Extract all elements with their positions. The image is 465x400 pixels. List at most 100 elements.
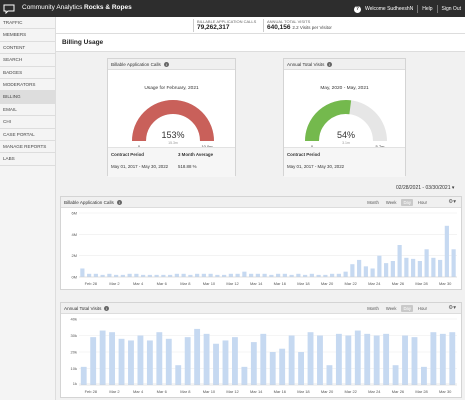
chart-bar[interactable] <box>350 264 355 277</box>
chart-bar[interactable] <box>439 333 446 385</box>
chart-bar[interactable] <box>424 249 429 277</box>
sidebar-item-chi[interactable]: CHI <box>0 116 56 129</box>
chart-bar[interactable] <box>336 273 341 277</box>
info-icon[interactable]: i <box>104 306 110 312</box>
chart-bar[interactable] <box>402 335 408 386</box>
date-range-picker[interactable]: 02/28/2021 - 03/30/2021 ▾ <box>396 185 454 191</box>
chart-bar[interactable] <box>392 365 399 385</box>
info-icon[interactable]: i <box>116 200 122 206</box>
sidebar-item-badges[interactable]: BADGES <box>0 67 56 79</box>
sidebar-item-content[interactable]: CONTENT <box>0 42 56 55</box>
chart-bar[interactable] <box>100 274 105 277</box>
chart-bar[interactable] <box>174 273 179 277</box>
chart-bar[interactable] <box>335 333 342 385</box>
chart-bar[interactable] <box>282 273 287 277</box>
chart-bar[interactable] <box>276 273 281 277</box>
chart-bar[interactable] <box>384 263 389 277</box>
chart-bar[interactable] <box>228 273 233 277</box>
sidebar-item-billing[interactable]: BILLING <box>0 91 56 104</box>
chart-bar[interactable] <box>411 258 416 277</box>
chart-bar[interactable] <box>357 259 362 277</box>
chart-bar[interactable] <box>260 333 267 385</box>
chart-bar[interactable] <box>208 273 213 277</box>
sidebar-item-members[interactable]: MEMBERS <box>0 29 56 42</box>
chart-bar[interactable] <box>262 273 267 277</box>
chart-bar[interactable] <box>99 330 106 385</box>
chart-bar[interactable] <box>345 335 352 386</box>
chart-bar[interactable] <box>107 273 112 277</box>
chart-bar[interactable] <box>377 255 382 277</box>
chart-bar[interactable] <box>449 332 456 385</box>
chart-bar[interactable] <box>134 273 139 277</box>
sidebar-item-labs[interactable]: LABS <box>0 153 56 166</box>
chart-bar[interactable] <box>128 340 134 385</box>
chart-bar[interactable] <box>213 343 219 385</box>
sidebar-item-traffic[interactable]: TRAFFIC <box>0 17 56 30</box>
chart-bar[interactable] <box>430 332 437 385</box>
chart-bar[interactable] <box>165 338 172 385</box>
toggle-week[interactable]: Week <box>385 306 397 311</box>
chart-bar[interactable] <box>195 273 200 277</box>
chart-bar[interactable] <box>249 273 254 277</box>
chart-bar[interactable] <box>87 273 92 277</box>
welcome-text[interactable]: Welcome SudheeshN <box>364 6 414 12</box>
chart-bar[interactable] <box>184 337 191 385</box>
chart-bar[interactable] <box>80 366 87 385</box>
chart-bar[interactable] <box>215 274 220 277</box>
chart-bar[interactable] <box>137 335 144 386</box>
sidebar-item-moderators[interactable]: MODERATORS <box>0 79 56 92</box>
chart-bar[interactable] <box>235 273 240 277</box>
chart-bar[interactable] <box>404 257 409 277</box>
chart-bar[interactable] <box>390 261 395 277</box>
chart-bar[interactable] <box>296 273 301 277</box>
info-icon[interactable]: i <box>327 62 333 68</box>
toggle-hour[interactable]: Hour <box>417 200 427 205</box>
sidebar-item-email[interactable]: EMAIL <box>0 104 56 117</box>
chart-bar[interactable] <box>303 274 308 277</box>
chart-bar[interactable] <box>373 335 380 386</box>
sidebar-item-case-portal[interactable]: CASE PORTAL <box>0 129 56 141</box>
chart-bar[interactable] <box>438 259 443 277</box>
chart-bar[interactable] <box>298 352 305 385</box>
chart-bar[interactable] <box>201 273 206 277</box>
chart-bar[interactable] <box>363 266 368 277</box>
chart-bar[interactable] <box>194 328 201 385</box>
gear-icon[interactable]: ⚙▾ <box>448 199 456 205</box>
chart-bar[interactable] <box>241 366 248 385</box>
chart-bar[interactable] <box>383 333 390 385</box>
org-name[interactable]: Rocks & Ropes <box>84 4 132 11</box>
chart-bar[interactable] <box>141 274 146 277</box>
chart-bar[interactable] <box>222 340 229 385</box>
chart-bar[interactable] <box>288 335 295 386</box>
sidebar-item-manage-reports[interactable]: MANAGE REPORTS <box>0 141 56 154</box>
chart-bar[interactable] <box>309 273 314 277</box>
chart-bar[interactable] <box>242 271 247 277</box>
toggle-day[interactable]: Day <box>401 199 413 206</box>
chart-bar[interactable] <box>154 274 159 277</box>
chart-bar[interactable] <box>118 338 125 385</box>
chart-bar[interactable] <box>451 249 456 277</box>
chart-bar[interactable] <box>397 245 402 277</box>
chart-bar[interactable] <box>431 257 436 277</box>
chart-bar[interactable] <box>181 273 186 277</box>
gear-icon[interactable]: ⚙▾ <box>448 305 456 311</box>
chart-bar[interactable] <box>161 274 166 277</box>
help-circle-icon[interactable]: ? <box>353 5 361 13</box>
chart-bar[interactable] <box>289 274 294 277</box>
chart-bar[interactable] <box>146 340 153 385</box>
chart-bar[interactable] <box>417 261 422 277</box>
chart-bar[interactable] <box>120 274 125 277</box>
chart-bar[interactable] <box>147 274 152 277</box>
chart-bar[interactable] <box>114 274 119 277</box>
chart-bar[interactable] <box>203 333 210 385</box>
toggle-month[interactable]: Month <box>367 306 379 311</box>
info-icon[interactable]: i <box>163 62 169 68</box>
chart-bar[interactable] <box>370 268 375 277</box>
chart-bar[interactable] <box>156 332 163 385</box>
chart-bar[interactable] <box>326 365 333 385</box>
chart-bar[interactable] <box>316 274 321 277</box>
chart-bar[interactable] <box>222 274 227 277</box>
chart-bar[interactable] <box>232 337 238 385</box>
chart-bar[interactable] <box>323 274 328 277</box>
chart-bar[interactable] <box>411 337 418 385</box>
